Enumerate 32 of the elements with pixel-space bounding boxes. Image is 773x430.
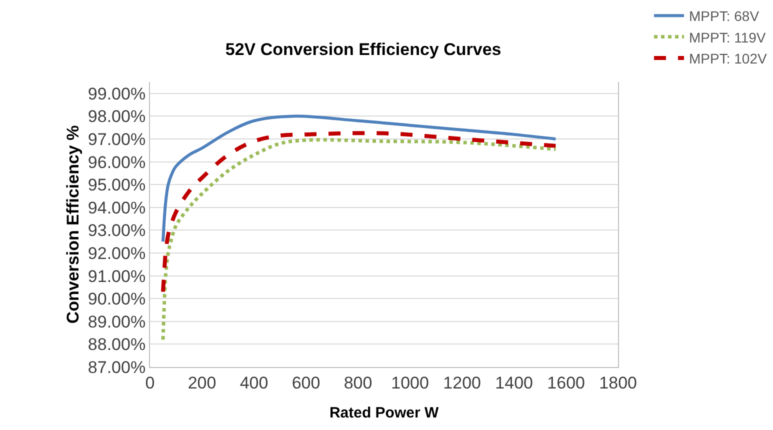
y-tick-label: 95.00%: [88, 176, 146, 195]
legend-label: MPPT: 68V: [689, 8, 760, 24]
x-tick-label: 600: [292, 373, 320, 392]
x-tick-label: 400: [240, 373, 268, 392]
line-series: [161, 138, 558, 342]
x-tick-label: 1200: [443, 373, 481, 392]
y-tick-label: 96.00%: [88, 152, 146, 172]
legend-label: MPPT: 102V: [689, 50, 768, 66]
x-axis-title: Rated Power W: [329, 404, 440, 422]
y-tick-label: 93.00%: [88, 221, 146, 240]
legend-label: MPPT: 119V: [689, 29, 766, 46]
y-tick-label: 92.00%: [88, 244, 146, 263]
line-series: [162, 114, 558, 244]
y-axis-title: Conversion Efficiency %: [63, 125, 82, 324]
x-tick-label: 1400: [495, 373, 533, 392]
x-tick-label: 0: [145, 373, 155, 392]
y-tick-label: 88.00%: [88, 335, 146, 354]
y-tick-label: 94.00%: [88, 198, 146, 218]
y-tick-label: 99.00%: [88, 84, 146, 104]
y-tick-label: 97.00%: [88, 130, 146, 149]
y-tick-label: 91.00%: [88, 266, 146, 286]
chart-title: 52V Conversion Efficiency Curves: [225, 40, 502, 59]
x-tick-label: 1000: [391, 373, 429, 392]
y-tick-label: 90.00%: [88, 290, 146, 309]
line-series: [161, 131, 558, 294]
y-tick-label: 87.00%: [88, 358, 146, 377]
y-tick-label: 98.00%: [88, 107, 146, 126]
x-tick-label: 1800: [599, 373, 638, 392]
x-tick-label: 800: [344, 373, 372, 392]
x-tick-label: 200: [188, 373, 216, 392]
x-tick-label: 1600: [547, 373, 585, 392]
y-tick-label: 89.00%: [88, 312, 146, 332]
